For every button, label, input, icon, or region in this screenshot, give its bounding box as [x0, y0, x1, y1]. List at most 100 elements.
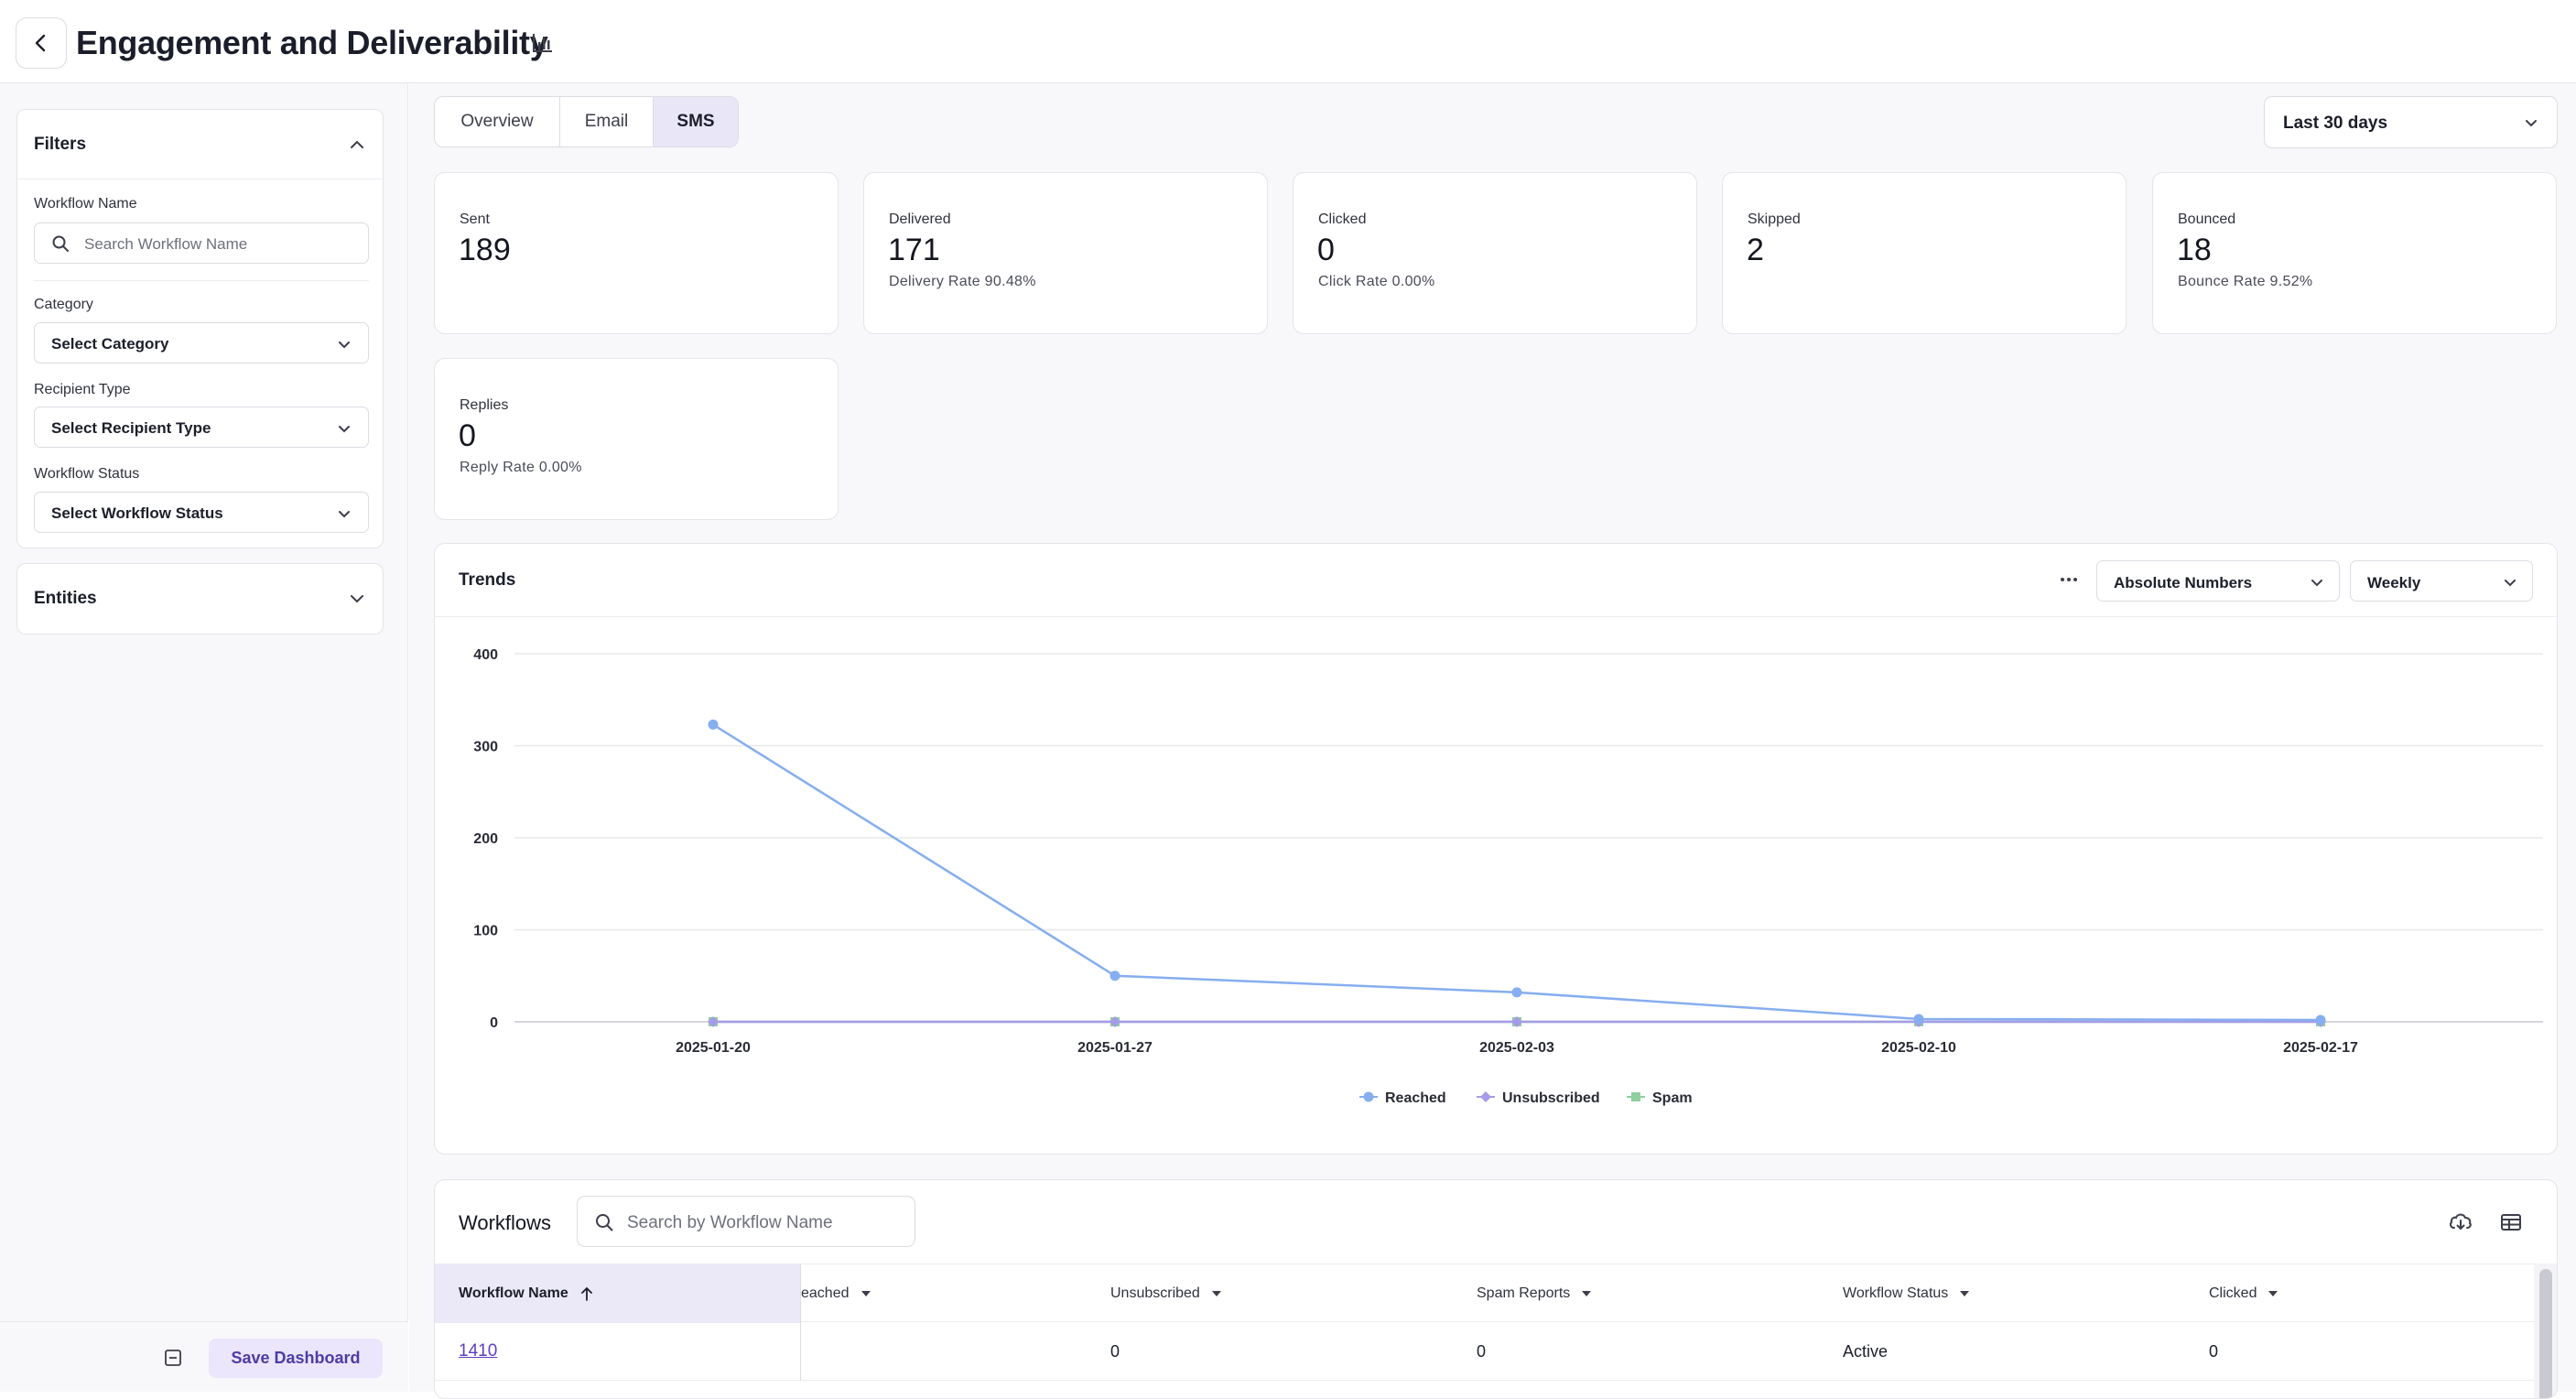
trends-line-chart: 0 100 200 300 400 2025-01-20 2025-01-27 2025-02… — [473, 647, 2543, 1106]
download-cloud-icon[interactable] — [2448, 1210, 2473, 1234]
x-tick-label: 2025-02-03 — [1479, 1040, 1554, 1056]
column-label: Clicked — [2209, 1285, 2257, 1301]
workflow-link[interactable]: 1410 — [459, 1341, 498, 1361]
chevron-down-icon — [2505, 580, 2516, 587]
metric-card-skipped: Skipped 2 — [1722, 172, 2127, 334]
workflow-name-search-input[interactable]: Search Workflow Name — [34, 222, 369, 264]
date-range-select[interactable]: Last 30 days — [2264, 96, 2558, 148]
caret-down-icon — [1211, 1291, 1221, 1296]
page-title: Engagement and Deliverability — [76, 24, 548, 61]
chevron-down-icon[interactable] — [348, 590, 366, 608]
entities-panel[interactable]: Entities — [16, 563, 384, 634]
trends-header: Trends Absolute Numbers Weekly — [435, 544, 2557, 617]
workflow-status-label: Workflow Status — [34, 466, 140, 482]
legend-label: Unsubscribed — [1502, 1090, 1600, 1106]
data-point-reached — [1511, 987, 1522, 998]
search-icon — [596, 1214, 613, 1231]
category-label: Category — [34, 297, 93, 312]
filters-title: Filters — [34, 135, 87, 154]
chevron-down-icon — [2311, 580, 2322, 587]
data-point-unsubscribed — [1109, 1016, 1120, 1027]
data-point-reached — [1109, 971, 1120, 981]
x-tick-label: 2025-02-17 — [2283, 1040, 2358, 1056]
recipient-type-value: Select Recipient Type — [51, 419, 211, 437]
chevron-down-icon — [339, 342, 350, 349]
chevron-down-icon — [2526, 120, 2537, 127]
data-point-reached — [2315, 1014, 2326, 1025]
metric-label: Sent — [460, 211, 490, 227]
tab-email[interactable]: Email — [560, 97, 654, 146]
tab-overview[interactable]: Overview — [435, 97, 560, 146]
metric-label: Bounced — [2178, 211, 2236, 227]
more-options-icon[interactable] — [2055, 569, 2083, 591]
table-scrollbar[interactable] — [2534, 1263, 2557, 1398]
x-tick-label: 2025-02-10 — [1881, 1040, 1956, 1056]
metric-card-delivered: Delivered 171 Delivery Rate 90.48% — [863, 172, 1268, 334]
table-row: 1410 0 0 Active 0 — [435, 1322, 2534, 1381]
back-button[interactable] — [16, 17, 67, 69]
column-header-spam-reports[interactable]: Spam Reports — [1477, 1264, 1592, 1323]
caret-down-icon — [1582, 1291, 1592, 1296]
category-select[interactable]: Select Category — [34, 322, 369, 363]
workflow-name-placeholder: Search Workflow Name — [84, 235, 248, 253]
caret-down-icon — [2268, 1291, 2278, 1296]
chevron-down-icon — [339, 426, 350, 433]
chevron-up-icon[interactable] — [348, 136, 366, 154]
caret-down-icon — [1960, 1291, 1970, 1296]
metric-value: 189 — [459, 233, 511, 267]
x-tick-label: 2025-01-20 — [676, 1040, 751, 1056]
column-label: Spam Reports — [1477, 1285, 1571, 1301]
workflow-name-label: Workflow Name — [34, 196, 137, 211]
trends-title: Trends — [459, 570, 516, 590]
y-tick-label: 400 — [473, 647, 498, 663]
display-mode-select[interactable]: Absolute Numbers — [2096, 560, 2340, 602]
x-tick-label: 2025-01-27 — [1077, 1040, 1153, 1056]
column-label: Unsubscribed — [1110, 1285, 1200, 1301]
metric-label: Skipped — [1748, 211, 1801, 227]
legend-label: Spam — [1652, 1090, 1693, 1106]
filters-panel: Filters Workflow Name Search Workflow Na… — [16, 109, 384, 548]
metric-card-replies: Replies 0 Reply Rate 0.00% — [434, 358, 839, 520]
data-point-reached — [708, 719, 719, 730]
metric-label: Clicked — [1318, 211, 1367, 227]
tab-sms[interactable]: SMS — [654, 97, 738, 146]
column-header-reached[interactable]: eached — [801, 1264, 871, 1323]
metric-card-sent: Sent 189 — [434, 172, 839, 334]
channel-tabs: Overview Email SMS — [434, 96, 739, 147]
column-label: Workflow Name — [459, 1285, 568, 1301]
metric-card-bounced: Bounced 18 Bounce Rate 9.52% — [2152, 172, 2557, 334]
interval-select[interactable]: Weekly — [2350, 560, 2533, 602]
column-header-workflow-name[interactable]: Workflow Name — [435, 1264, 801, 1323]
table-settings-icon[interactable] — [2499, 1210, 2523, 1234]
metric-rate: Delivery Rate 90.48% — [889, 274, 1036, 289]
save-dashboard-button[interactable]: Save Dashboard — [209, 1339, 383, 1378]
caret-down-icon — [860, 1291, 871, 1296]
legend-label: Reached — [1385, 1090, 1446, 1106]
date-range-value: Last 30 days — [2283, 114, 2388, 133]
recipient-type-select[interactable]: Select Recipient Type — [34, 407, 369, 448]
metric-value: 18 — [2177, 233, 2212, 267]
column-header-workflow-status[interactable]: Workflow Status — [1843, 1264, 1970, 1323]
y-tick-label: 200 — [473, 831, 498, 847]
metric-value: 0 — [1317, 233, 1335, 267]
bar-chart-icon[interactable] — [531, 31, 555, 55]
column-label: eached — [801, 1285, 850, 1301]
data-point-unsubscribed — [708, 1016, 719, 1027]
scrollbar-thumb[interactable] — [2539, 1269, 2552, 1398]
workflow-status-value: Select Workflow Status — [51, 504, 223, 522]
spam-reports-cell: 0 — [1477, 1341, 1487, 1361]
clicked-cell: 0 — [2209, 1341, 2219, 1361]
workflow-search-input[interactable]: Search by Workflow Name — [577, 1196, 915, 1247]
workflow-status-select[interactable]: Select Workflow Status — [34, 492, 369, 533]
y-tick-label: 0 — [490, 1015, 498, 1031]
entities-header[interactable]: Entities — [17, 564, 383, 634]
column-header-unsubscribed[interactable]: Unsubscribed — [1110, 1264, 1222, 1323]
metric-rate: Bounce Rate 9.52% — [2178, 274, 2313, 289]
filters-sidebar: Filters Workflow Name Search Workflow Na… — [0, 83, 408, 1392]
recipient-type-label: Recipient Type — [34, 382, 131, 397]
column-header-clicked[interactable]: Clicked — [2209, 1264, 2278, 1323]
data-point-unsubscribed — [1511, 1016, 1522, 1027]
page-header: Engagement and Deliverability — [0, 0, 2576, 83]
collapse-sidebar-icon[interactable] — [163, 1348, 183, 1368]
filters-header[interactable]: Filters — [17, 110, 383, 179]
